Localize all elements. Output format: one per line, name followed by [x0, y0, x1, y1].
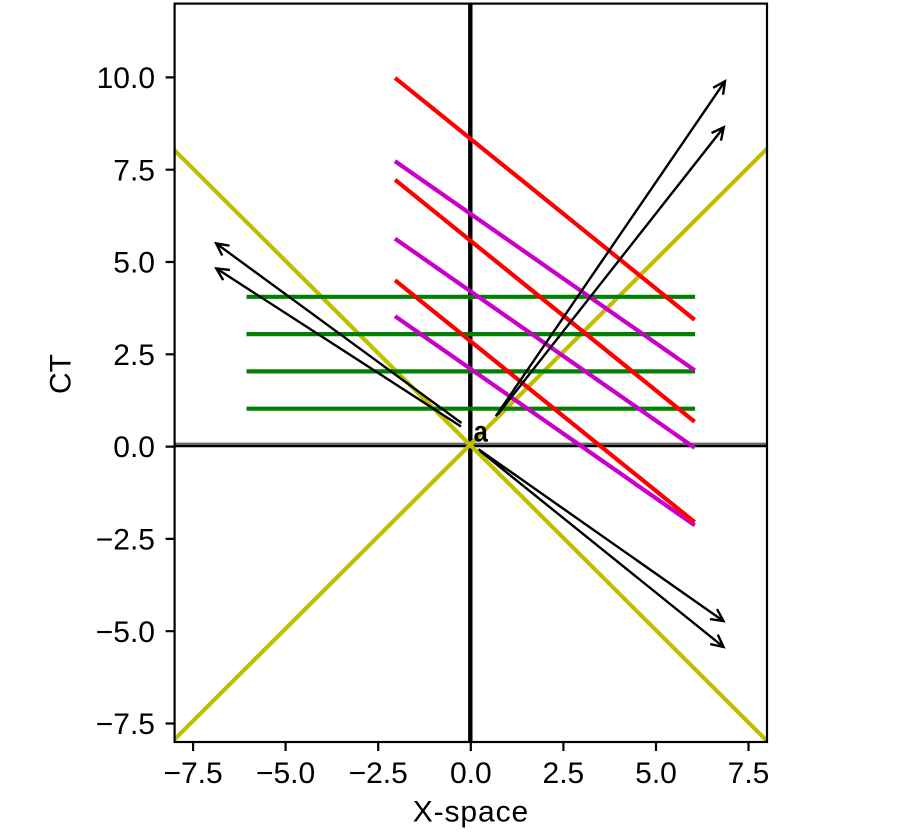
svg-text:−5.0: −5.0 — [256, 757, 315, 790]
svg-text:2.5: 2.5 — [543, 757, 585, 790]
svg-text:0.0: 0.0 — [113, 431, 155, 464]
svg-text:2.5: 2.5 — [113, 339, 155, 372]
svg-text:5.0: 5.0 — [635, 757, 677, 790]
svg-text:CT: CT — [44, 354, 77, 394]
svg-text:5.0: 5.0 — [113, 247, 155, 280]
svg-text:7.5: 7.5 — [728, 757, 770, 790]
svg-text:−7.5: −7.5 — [163, 757, 222, 790]
svg-text:0.0: 0.0 — [450, 757, 492, 790]
svg-text:−2.5: −2.5 — [96, 524, 155, 557]
svg-text:−5.0: −5.0 — [96, 616, 155, 649]
svg-text:−7.5: −7.5 — [96, 708, 155, 741]
svg-text:a: a — [474, 416, 488, 449]
svg-text:10.0: 10.0 — [97, 62, 155, 95]
svg-text:X-space: X-space — [413, 795, 529, 828]
svg-text:−2.5: −2.5 — [349, 757, 408, 790]
svg-text:7.5: 7.5 — [113, 154, 155, 187]
